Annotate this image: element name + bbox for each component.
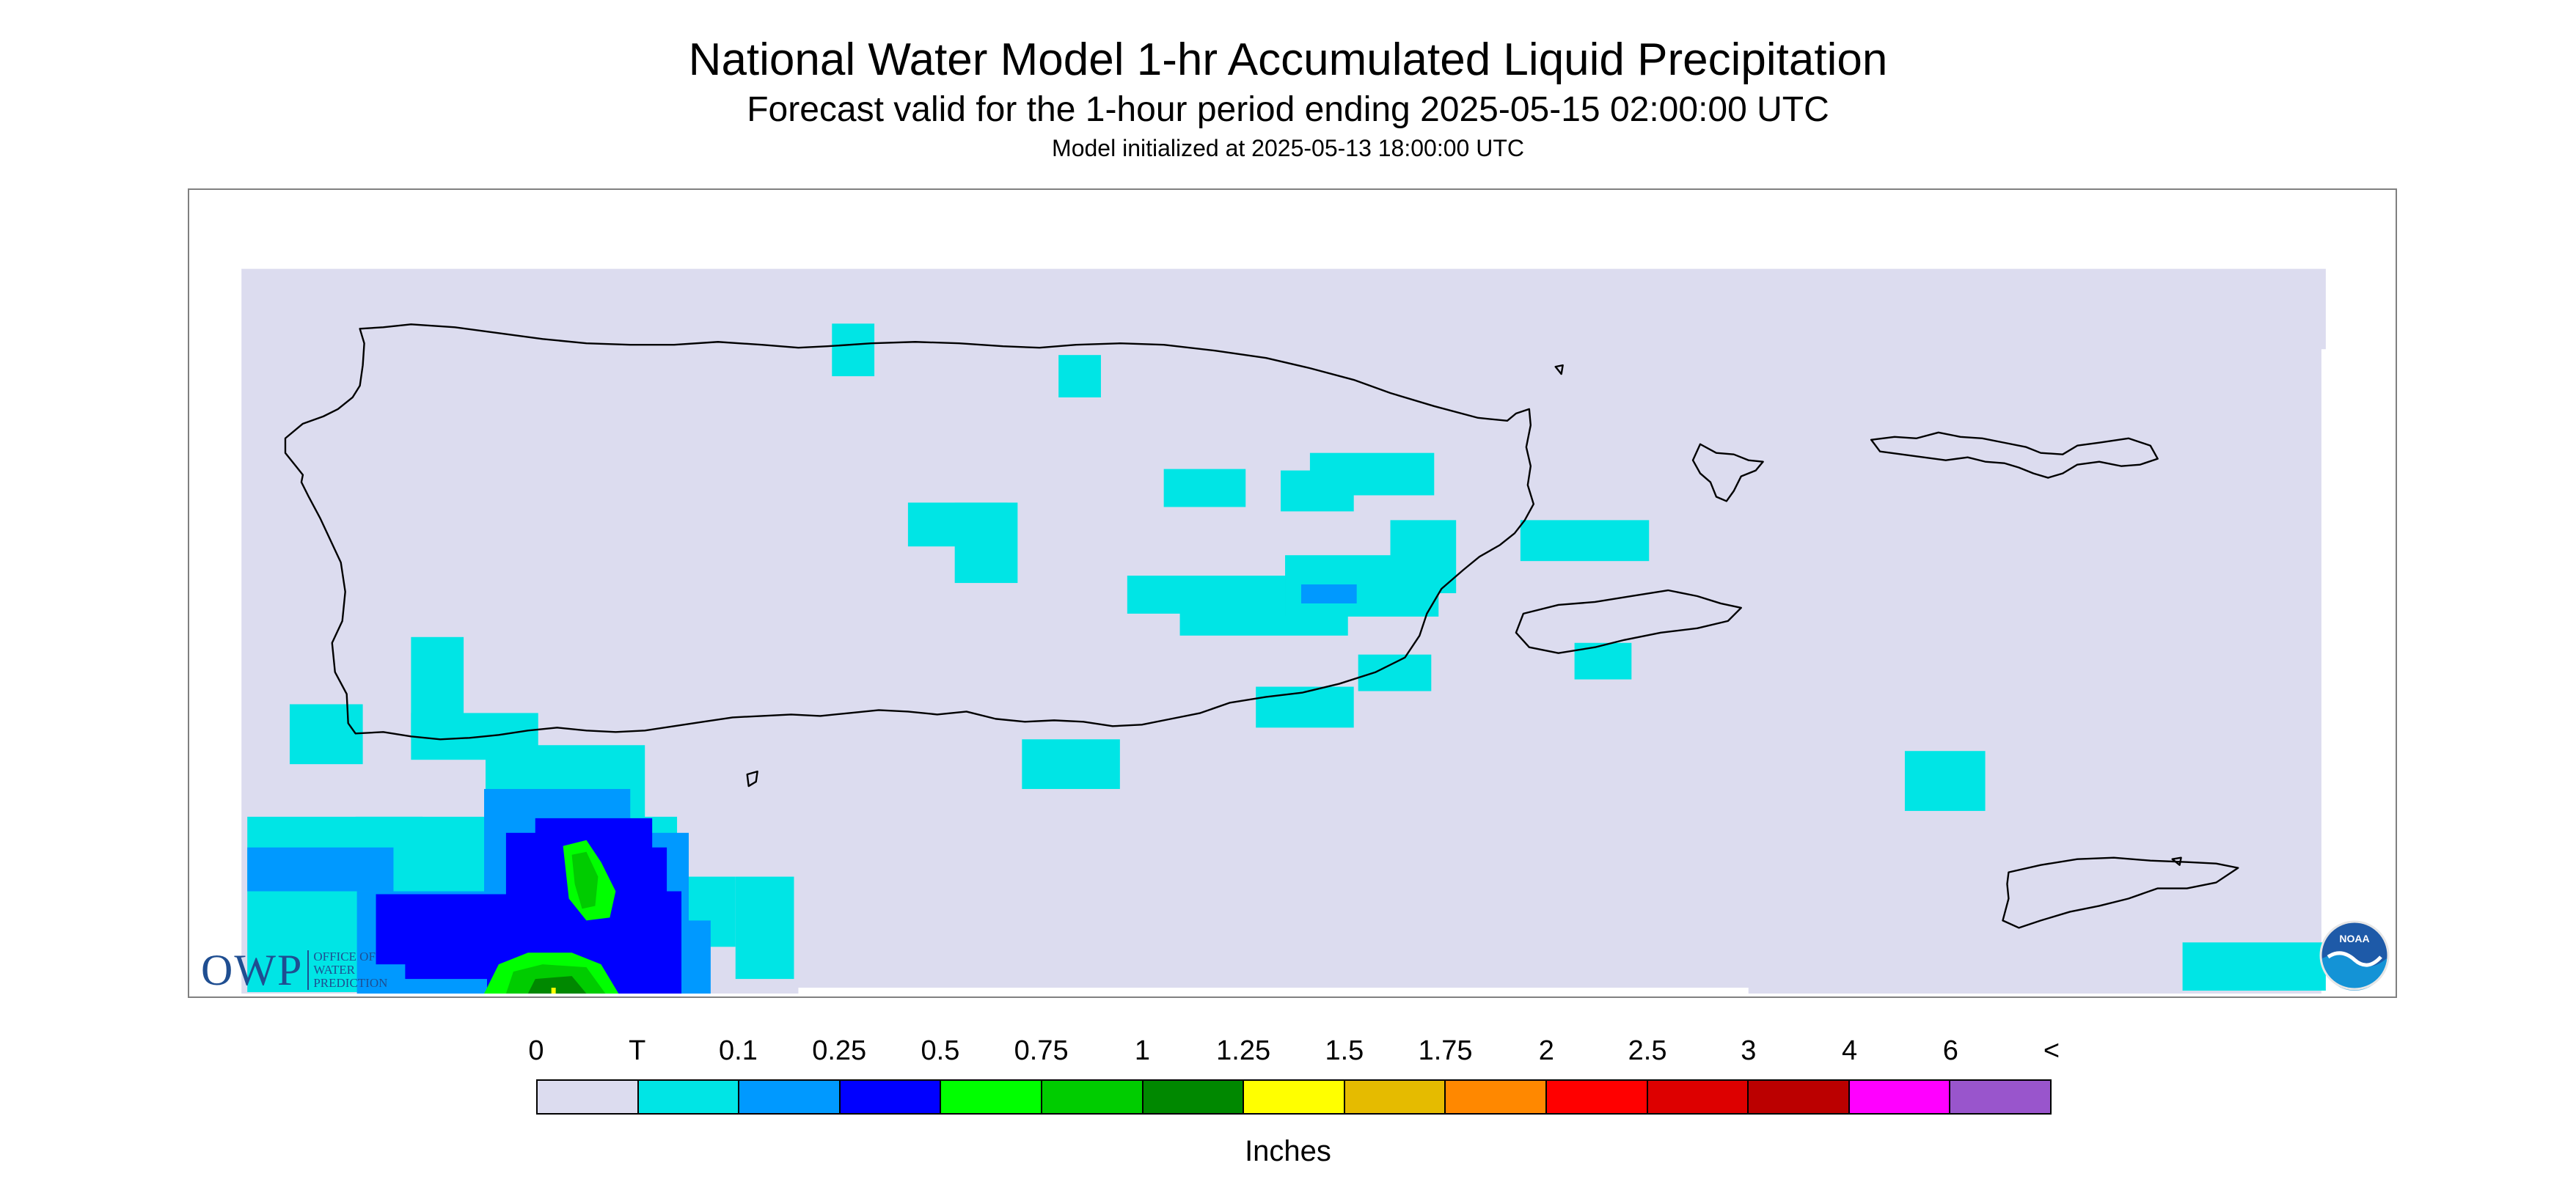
legend-tick-label: 0 bbox=[528, 1035, 544, 1066]
owp-logo-subtext: OFFICE OF WATER PREDICTION bbox=[307, 950, 387, 990]
legend-units: Inches bbox=[1245, 1135, 1331, 1167]
legend-swatch bbox=[1143, 1081, 1245, 1113]
owp-sub-line: WATER bbox=[313, 963, 356, 977]
legend-swatch bbox=[638, 1081, 740, 1113]
noaa-logo: NOAA bbox=[2319, 920, 2390, 991]
coastlines bbox=[284, 323, 2239, 929]
legend-tick-label: 1.5 bbox=[1325, 1035, 1364, 1066]
legend-tick-label: 3 bbox=[1741, 1035, 1757, 1066]
legend-tick-label: 1.75 bbox=[1418, 1035, 1473, 1066]
legend-swatch bbox=[739, 1081, 841, 1113]
legend-tick-label: 1 bbox=[1134, 1035, 1150, 1066]
precip-heavy-cells bbox=[484, 840, 619, 994]
cayo-coastline bbox=[1554, 364, 1564, 375]
legend-swatch bbox=[1749, 1081, 1850, 1113]
legend-swatch bbox=[1647, 1081, 1749, 1113]
puerto-rico-coastline bbox=[284, 323, 1534, 741]
chart-title: National Water Model 1-hr Accumulated Li… bbox=[688, 34, 1888, 85]
legend-swatch bbox=[1849, 1081, 1951, 1113]
legend-swatch bbox=[538, 1081, 639, 1113]
legend-swatch bbox=[1344, 1081, 1446, 1113]
vieques-coastline bbox=[1515, 589, 1742, 654]
legend-tick-labels: 0 T 0.1 0.25 0.5 0.75 1 1.25 1.5 1.75 2 2.5 3 4 6 < bbox=[0, 1035, 2576, 1072]
legend-swatch bbox=[1546, 1081, 1648, 1113]
st-croix-coastline bbox=[2002, 856, 2239, 929]
legend-tick-label: 1.25 bbox=[1216, 1035, 1271, 1066]
culebra-coastline bbox=[1691, 443, 1764, 502]
legend-swatch bbox=[1042, 1081, 1144, 1113]
legend-tick-label: 2 bbox=[1538, 1035, 1554, 1066]
legend-tick-label: < bbox=[2043, 1035, 2060, 1066]
legend-tick-label: 2.5 bbox=[1628, 1035, 1667, 1066]
precipitation-map: OWP OFFICE OF WATER PREDICTION NOAA bbox=[188, 188, 2397, 998]
chart-subtitle: Forecast valid for the 1-hour period end… bbox=[747, 90, 1829, 129]
owp-sub-line: PREDICTION bbox=[313, 976, 388, 990]
legend-swatch bbox=[941, 1081, 1042, 1113]
owp-sub-line: OFFICE OF bbox=[313, 950, 376, 963]
legend-tick-label: 0.25 bbox=[812, 1035, 867, 1066]
legend-swatch bbox=[840, 1081, 942, 1113]
legend-tick-label: 0.75 bbox=[1014, 1035, 1069, 1066]
cayo2-coastline bbox=[2171, 856, 2182, 866]
desecheo-coastline bbox=[746, 770, 758, 788]
legend-tick-label: T bbox=[629, 1035, 646, 1066]
legend-swatch bbox=[1446, 1081, 1547, 1113]
owp-logo-letters: OWP bbox=[201, 945, 304, 994]
legend-tick-label: 0.1 bbox=[719, 1035, 758, 1066]
map-canvas bbox=[241, 268, 2326, 994]
legend-tick-label: 6 bbox=[1942, 1035, 1958, 1066]
st-thomas-st-john-coastline bbox=[1870, 431, 2159, 479]
model-init-line: Model initialized at 2025-05-13 18:00:00… bbox=[1052, 135, 1524, 161]
legend-tick-label: 4 bbox=[1841, 1035, 1858, 1066]
legend-swatch bbox=[1950, 1081, 2050, 1113]
legend-colorbar bbox=[536, 1079, 2052, 1115]
legend-tick-label: 0.5 bbox=[921, 1035, 960, 1066]
owp-logo: OWP OFFICE OF WATER PREDICTION bbox=[201, 945, 387, 994]
noaa-logo-text: NOAA bbox=[2339, 933, 2369, 944]
legend-swatch bbox=[1244, 1081, 1345, 1113]
